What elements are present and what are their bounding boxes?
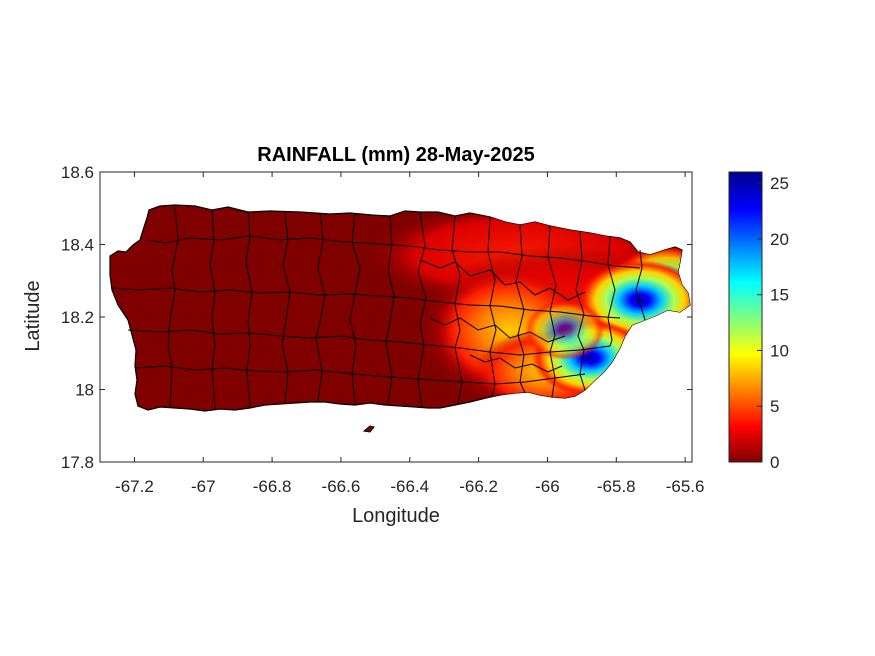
x-tick-label: -66.6: [322, 477, 361, 496]
chart-title: RAINFALL (mm) 28-May-2025: [257, 144, 534, 166]
x-tick-label: -65.8: [597, 477, 636, 496]
municipality-boundaries: [111, 206, 646, 410]
colorbar-tick-label: 15: [770, 286, 789, 305]
x-tick-label: -66.8: [253, 477, 292, 496]
municipality-boundary: [167, 206, 179, 409]
municipality-boundary: [469, 354, 563, 373]
x-axis-label: Longitude: [352, 505, 440, 527]
colorbar-tick-label: 5: [770, 397, 779, 416]
x-tick-label: -66.2: [459, 477, 498, 496]
municipality-boundary: [417, 211, 427, 409]
colorbar-tick-label: 10: [770, 341, 789, 360]
municipality-boundary: [315, 212, 326, 403]
municipality-boundary: [487, 216, 497, 397]
x-tick-label: -67: [191, 477, 216, 496]
x-axis-ticks: -67.2 -67 -66.8 -66.6 -66.4 -66.2 -66 -65.8 -65.…: [115, 172, 704, 496]
municipality-boundary: [515, 224, 526, 394]
municipality-boundary: [575, 231, 586, 391]
municipality-boundary: [147, 235, 641, 269]
y-tick-label: 18: [75, 381, 94, 400]
municipality-boundary: [451, 215, 463, 405]
municipality-boundary: [245, 211, 253, 409]
y-tick-label: 18.4: [61, 236, 94, 255]
colorbar: 0 5 10 15 20 25: [728, 171, 789, 472]
colorbar-tick-label: 20: [770, 230, 789, 249]
y-tick-label: 18.6: [61, 163, 94, 182]
municipality-boundary: [419, 259, 586, 301]
y-axis-label: Latitude: [22, 280, 44, 351]
x-tick-label: -65.6: [666, 477, 705, 496]
colorbar-gradient: [728, 171, 763, 463]
municipality-boundary: [349, 213, 361, 406]
municipality-boundary: [209, 209, 216, 410]
municipality-boundary: [111, 287, 621, 319]
x-tick-label: -66.4: [390, 477, 429, 496]
x-tick-label: -67.2: [115, 477, 154, 496]
y-tick-label: 17.8: [61, 453, 94, 472]
municipality-boundary: [429, 317, 566, 343]
municipality-boundary: [385, 215, 395, 406]
municipality-boundary: [281, 210, 291, 405]
colorbar-ticks: 0 5 10 15 20 25: [757, 174, 789, 472]
municipality-boundary: [635, 249, 646, 321]
y-tick-label: 18.2: [61, 308, 94, 327]
municipality-boundary: [135, 365, 586, 385]
offshore-islets: [362, 425, 375, 433]
municipality-boundary: [547, 225, 557, 398]
x-tick-label: -66: [535, 477, 560, 496]
y-axis-ticks: 17.8 18 18.2 18.4 18.6: [61, 163, 692, 472]
colorbar-tick-label: 25: [770, 174, 789, 193]
colorbar-tick-label: 0: [770, 453, 779, 472]
municipality-boundary: [127, 329, 611, 356]
municipality-boundary: [607, 235, 616, 347]
